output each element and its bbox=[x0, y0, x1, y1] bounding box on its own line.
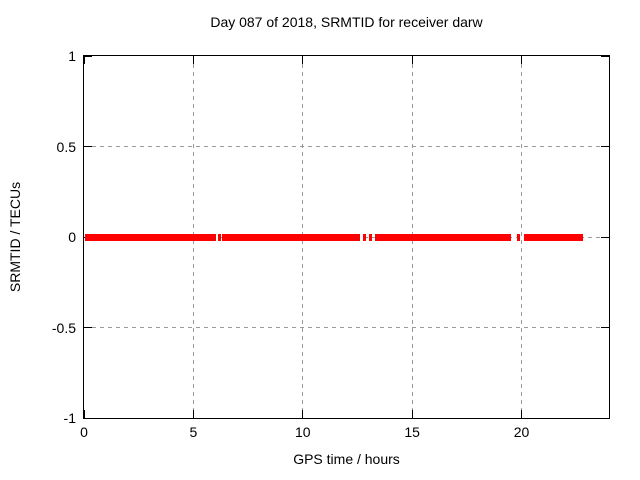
y-axis-label: SRMTID / TECUs bbox=[7, 181, 23, 293]
x-tick-label: 10 bbox=[294, 424, 311, 440]
x-tick-label: 0 bbox=[80, 424, 88, 440]
data-point-mark bbox=[368, 233, 372, 241]
data-segment bbox=[374, 233, 511, 241]
data-segment bbox=[222, 233, 360, 241]
data-segment bbox=[85, 233, 217, 241]
x-axis-tick-mirror bbox=[521, 56, 522, 64]
data-segment bbox=[523, 233, 584, 241]
y-tick-label: 0.5 bbox=[56, 138, 76, 155]
y-tick-label: 0 bbox=[68, 229, 76, 245]
y-tick-label: -0.5 bbox=[51, 319, 76, 336]
y-tick-label: -1 bbox=[63, 410, 76, 426]
x-axis-tick bbox=[302, 410, 304, 418]
chart-title: Day 087 of 2018, SRMTID for receiver dar… bbox=[210, 14, 483, 30]
x-axis-label: GPS time / hours bbox=[293, 451, 400, 467]
y-axis-tick bbox=[84, 417, 92, 419]
y-axis-tick bbox=[84, 327, 92, 328]
x-tick-label: 20 bbox=[513, 424, 530, 440]
data-point-mark bbox=[217, 233, 221, 241]
x-axis-tick-mirror bbox=[83, 56, 85, 64]
x-axis-tick bbox=[83, 410, 85, 418]
y-axis-tick-mirror bbox=[601, 327, 609, 328]
x-axis-tick bbox=[192, 410, 194, 418]
data-point-mark bbox=[362, 233, 366, 241]
x-axis-tick-mirror bbox=[411, 56, 413, 64]
plot-area: 0 5 10 15 20 1 0.5 0 -0.5 -1 bbox=[52, 48, 610, 440]
y-axis-tick-mirror bbox=[601, 236, 609, 238]
grid-line-horizontal bbox=[84, 146, 609, 147]
x-axis-tick bbox=[411, 410, 413, 418]
data-point-mark bbox=[516, 233, 520, 241]
y-axis-tick-mirror bbox=[601, 55, 609, 57]
x-axis-tick-mirror bbox=[302, 56, 304, 64]
x-tick-label: 15 bbox=[404, 424, 420, 440]
x-axis-tick-mirror bbox=[192, 56, 194, 64]
x-tick-label: 5 bbox=[189, 424, 198, 440]
y-tick-label: 1 bbox=[68, 48, 76, 64]
y-axis-tick-mirror bbox=[601, 146, 609, 147]
x-axis-tick bbox=[521, 410, 522, 418]
y-axis-tick bbox=[84, 146, 92, 147]
grid-line-horizontal bbox=[84, 327, 609, 328]
y-axis-tick-mirror bbox=[601, 417, 609, 419]
y-axis-tick bbox=[84, 55, 92, 57]
